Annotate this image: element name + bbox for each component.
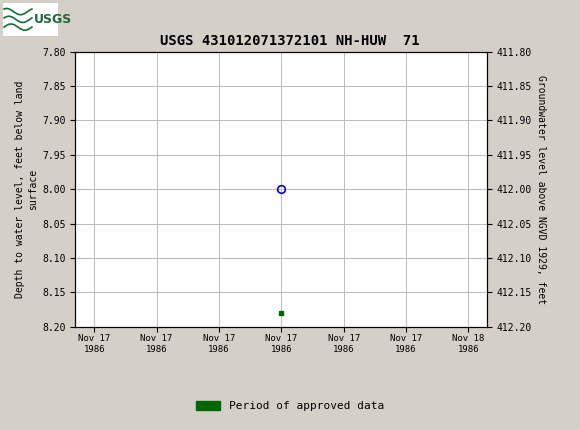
Bar bbox=[3, 3, 58, 36]
Text: USGS: USGS bbox=[34, 13, 72, 26]
Text: USGS 431012071372101 NH-HUW  71: USGS 431012071372101 NH-HUW 71 bbox=[160, 34, 420, 48]
Y-axis label: Groundwater level above NGVD 1929, feet: Groundwater level above NGVD 1929, feet bbox=[536, 75, 546, 304]
Y-axis label: Depth to water level, feet below land
surface: Depth to water level, feet below land su… bbox=[15, 80, 38, 298]
Legend: Period of approved data: Period of approved data bbox=[191, 396, 389, 416]
